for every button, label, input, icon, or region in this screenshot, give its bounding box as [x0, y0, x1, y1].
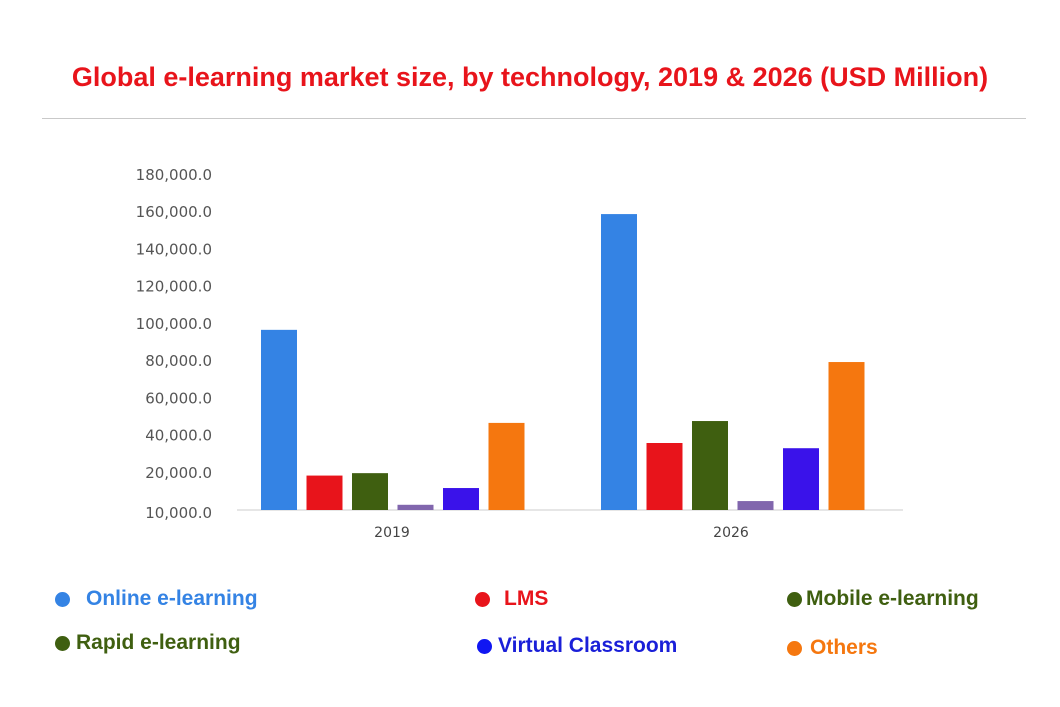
- y-tick-label: 10,000.0: [145, 504, 212, 522]
- y-tick-label: 160,000.0: [136, 203, 212, 221]
- bar-rapid-e-learning-2019: [397, 504, 434, 510]
- bar-virtual-classroom-2019: [443, 488, 479, 510]
- bar-others-2019: [488, 422, 525, 510]
- x-category-label: 2026: [713, 525, 749, 541]
- y-tick-label: 100,000.0: [136, 315, 212, 333]
- legend-dot-icon: [55, 591, 70, 607]
- y-tick-label: 40,000.0: [145, 427, 212, 445]
- legend-label: Mobile e-learning: [806, 587, 979, 610]
- chart-title: Global e-learning market size, by techno…: [71, 62, 989, 92]
- x-category-label: 2019: [374, 525, 410, 541]
- y-tick-label: 20,000.0: [145, 464, 212, 482]
- legend-dot-icon: [477, 638, 492, 654]
- bar-lms-2026: [646, 443, 683, 510]
- legend-dot-icon: [787, 591, 802, 607]
- y-tick-label: 120,000.0: [136, 278, 212, 296]
- title-divider: [42, 118, 1026, 119]
- legend-dot-icon: [475, 591, 490, 607]
- bar-others-2026: [828, 362, 865, 510]
- legend-item-rapid-e-learning: Rapid e-learning: [55, 631, 241, 655]
- y-tick-label: 180,000.0: [136, 166, 212, 184]
- legend-label: Online e-learning: [86, 587, 258, 610]
- bar-rapid-e-learning-2026: [737, 501, 774, 510]
- legend-label: Others: [810, 636, 878, 659]
- bar-lms-2019: [306, 475, 343, 510]
- legend-item-online-e-learning: Online e-learning: [55, 587, 258, 611]
- bar-mobile-e-learning-2026: [692, 421, 728, 510]
- y-axis-ticks: 10,000.0 20,000.0 40,000.0 60,000.0 80,000.0…: [136, 166, 212, 522]
- bar-online-e-learning-2019: [261, 329, 297, 510]
- legend-dot-icon: [787, 640, 802, 656]
- bar-online-e-learning-2026: [601, 214, 637, 511]
- y-tick-label: 80,000.0: [145, 352, 212, 370]
- bar-mobile-e-learning-2019: [352, 473, 388, 510]
- legend-item-lms: LMS: [475, 587, 548, 611]
- legend-label: Virtual Classroom: [498, 634, 678, 657]
- legend-label: LMS: [504, 587, 549, 610]
- bars: [261, 214, 865, 511]
- y-tick-label: 140,000.0: [136, 240, 212, 258]
- x-axis-labels: 2019 2026: [374, 525, 749, 541]
- bar-virtual-classroom-2026: [783, 448, 819, 510]
- legend-item-virtual-classroom: Virtual Classroom: [477, 634, 677, 658]
- legend-label: Rapid e-learning: [76, 631, 241, 654]
- legend-item-mobile-e-learning: Mobile e-learning: [787, 587, 979, 611]
- legend-dot-icon: [55, 635, 70, 651]
- legend-item-others: Others: [787, 636, 878, 660]
- y-tick-label: 60,000.0: [145, 389, 212, 407]
